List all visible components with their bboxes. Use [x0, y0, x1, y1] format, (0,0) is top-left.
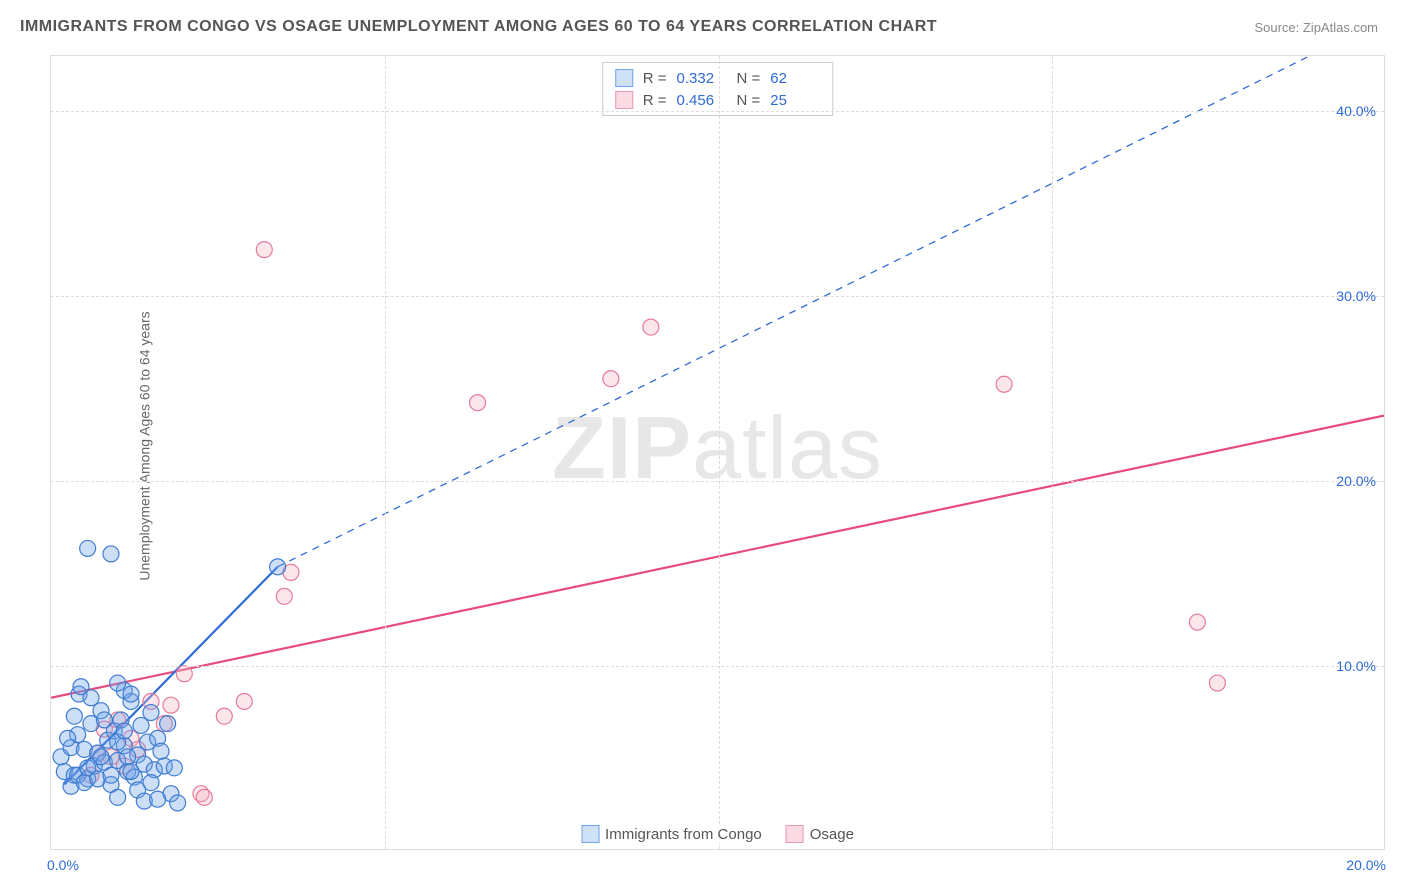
source-attribution: Source: ZipAtlas.com [1254, 20, 1378, 35]
chart-plot-area: ZIPatlas R = 0.332 N = 62 R = 0.456 N = … [50, 55, 1385, 850]
legend-item: Osage [786, 825, 854, 843]
gridline [385, 56, 386, 849]
legend-item: Immigrants from Congo [581, 825, 762, 843]
legend-label: Immigrants from Congo [605, 826, 762, 843]
y-tick-label: 40.0% [1336, 103, 1376, 119]
gridline [719, 56, 720, 849]
legend-bottom: Immigrants from Congo Osage [581, 825, 854, 843]
gridline [51, 296, 1384, 297]
y-tick-label: 20.0% [1336, 473, 1376, 489]
y-tick-label: 30.0% [1336, 288, 1376, 304]
gridline [1052, 56, 1053, 849]
series-swatch-icon [786, 825, 804, 843]
legend-label: Osage [810, 826, 854, 843]
gridline [51, 481, 1384, 482]
gridline [51, 111, 1384, 112]
x-tick-label: 20.0% [1346, 857, 1386, 873]
series-swatch-icon [581, 825, 599, 843]
scatter-svg [51, 56, 1384, 849]
gridline [51, 666, 1384, 667]
y-tick-label: 10.0% [1336, 658, 1376, 674]
chart-title: IMMIGRANTS FROM CONGO VS OSAGE UNEMPLOYM… [20, 18, 937, 36]
x-tick-label: 0.0% [47, 857, 79, 873]
